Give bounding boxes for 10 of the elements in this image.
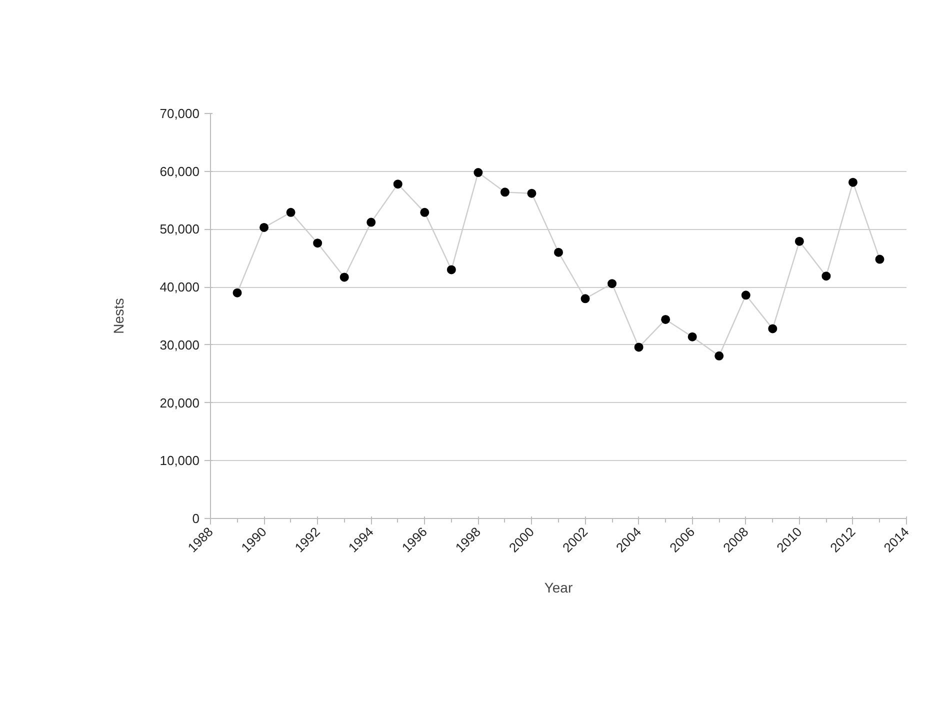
- y-tick-label: 70,000: [160, 106, 200, 121]
- y-tick-label: 0: [192, 511, 200, 526]
- y-tick-label: 50,000: [160, 222, 200, 237]
- y-axis-title: Nests: [110, 298, 127, 334]
- y-tick-label: 10,000: [160, 453, 200, 468]
- x-axis-title: Year: [544, 579, 573, 596]
- y-tick-label: 30,000: [160, 337, 200, 352]
- y-tick-label: 20,000: [160, 395, 200, 410]
- y-tick-label: 40,000: [160, 280, 200, 295]
- y-tick-label: 60,000: [160, 164, 200, 179]
